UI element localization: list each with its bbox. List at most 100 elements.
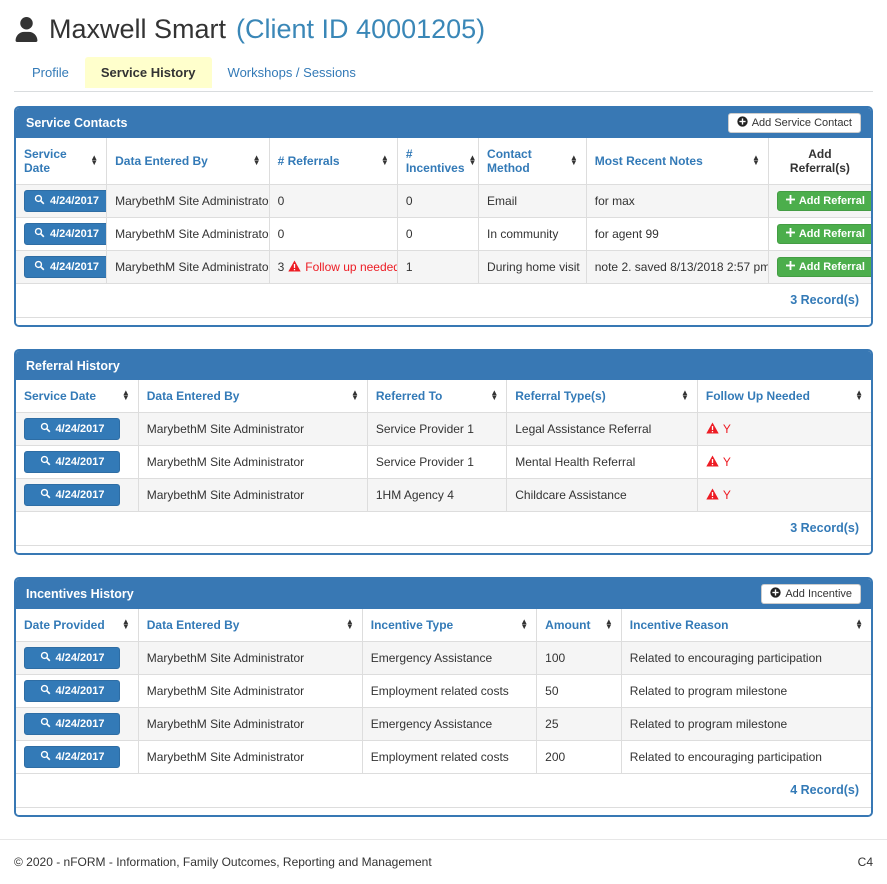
user-icon <box>14 17 39 42</box>
incentive-reason-cell: Related to program milestone <box>621 707 871 741</box>
sort-arrows-icon: ▲ ▼ <box>855 388 863 402</box>
view-service-contact-button[interactable]: 4/24/2017 <box>24 223 106 245</box>
notes-cell: for max <box>586 184 769 218</box>
incentives-history-title: Incentives History <box>26 587 134 601</box>
magnifier-icon <box>40 488 51 502</box>
table-row: 4/24/2017 MarybethM Site Administrator 0… <box>16 184 871 218</box>
panel-footer <box>16 317 871 325</box>
entered-by-cell: MarybethM Site Administrator <box>138 445 368 479</box>
add-referral-button[interactable]: Add Referral <box>776 257 871 277</box>
table-row: 4/24/2017 MarybethM Site Administrator 1… <box>16 478 871 512</box>
add-service-contact-button[interactable]: Add Service Contact <box>727 113 861 133</box>
incentive-type-cell: Employment related costs <box>362 674 538 708</box>
service-contacts-panel: Service Contacts Add Service Contact Ser… <box>14 106 873 327</box>
add-incentive-button[interactable]: Add Incentive <box>761 584 861 604</box>
referred-to-cell: Service Provider 1 <box>367 445 508 479</box>
view-service-contact-button[interactable]: 4/24/2017 <box>24 190 106 212</box>
sort-arrows-icon: ▲ ▼ <box>490 388 499 402</box>
view-service-contact-button[interactable]: 4/24/2017 <box>24 256 106 278</box>
plus-circle-icon <box>770 587 781 601</box>
add-referral-button[interactable]: Add Referral <box>776 224 871 244</box>
warning-triangle-icon <box>288 259 301 275</box>
amount-cell: 100 <box>536 641 622 675</box>
plus-circle-icon <box>737 116 748 130</box>
sort-arrows-icon: ▲ ▼ <box>345 617 354 631</box>
plus-icon <box>785 195 795 207</box>
incentives-cell: 0 <box>397 217 480 251</box>
column-header-referral-types[interactable]: Referral Type(s) ▲ ▼ <box>506 380 698 413</box>
column-header-date-provided[interactable]: Date Provided ▲ ▼ <box>16 609 139 642</box>
view-referral-button[interactable]: 4/24/2017 <box>24 451 120 473</box>
tabs-divider <box>14 91 873 92</box>
column-header-referrals[interactable]: # Referrals ▲ ▼ <box>269 138 398 185</box>
entered-by-cell: MarybethM Site Administrator <box>106 217 270 251</box>
table-row: 4/24/2017 MarybethM Site Administrator 0… <box>16 217 871 251</box>
entered-by-cell: MarybethM Site Administrator <box>138 740 363 774</box>
warning-triangle-icon <box>706 454 719 470</box>
column-header-service-date[interactable]: Service Date ▲ ▼ <box>16 380 139 413</box>
incentive-type-cell: Emergency Assistance <box>362 641 538 675</box>
view-incentive-button[interactable]: 4/24/2017 <box>24 746 120 768</box>
entered-by-cell: MarybethM Site Administrator <box>138 641 363 675</box>
entered-by-cell: MarybethM Site Administrator <box>106 184 270 218</box>
view-incentive-button[interactable]: 4/24/2017 <box>24 680 120 702</box>
service-contacts-title: Service Contacts <box>26 116 128 130</box>
view-incentive-button[interactable]: 4/24/2017 <box>24 647 120 669</box>
view-referral-button[interactable]: 4/24/2017 <box>24 418 120 440</box>
warning-triangle-icon <box>706 421 719 437</box>
table-row: 4/24/2017 MarybethM Site Administrator E… <box>16 641 871 675</box>
column-header-most-recent-notes[interactable]: Most Recent Notes ▲ ▼ <box>586 138 769 185</box>
table-row: 4/24/2017 MarybethM Site Administrator E… <box>16 740 871 774</box>
referrals-cell: 0 <box>269 217 398 251</box>
tab-workshops-sessions[interactable]: Workshops / Sessions <box>227 65 356 80</box>
column-header-incentive-type[interactable]: Incentive Type ▲ ▼ <box>362 609 538 642</box>
column-header-follow-up-needed[interactable]: Follow Up Needed ▲ ▼ <box>697 380 871 413</box>
column-header-service-date[interactable]: Service Date ▲ ▼ <box>16 138 108 185</box>
follow-up-flag: Follow up needed <box>305 260 398 274</box>
page-title: Maxwell Smart (Client ID 40001205) <box>14 14 873 45</box>
sort-arrows-icon: ▲ ▼ <box>350 388 359 402</box>
panel-footer <box>16 545 871 553</box>
column-header-add-referrals: Add Referral(s) <box>768 138 871 185</box>
record-count: 4 Record(s) <box>16 774 871 807</box>
page-container: Maxwell Smart (Client ID 40001205) Profi… <box>14 14 873 817</box>
column-header-referred-to[interactable]: Referred To ▲ ▼ <box>367 380 508 413</box>
incentives-cell: 1 <box>397 250 480 284</box>
table-row: 4/24/2017 MarybethM Site Administrator S… <box>16 412 871 446</box>
record-count: 3 Record(s) <box>16 512 871 545</box>
service-contacts-table: Service Date ▲ ▼ Data Entered By ▲ ▼ # Refer… <box>16 138 871 284</box>
page-footer: © 2020 - nFORM - Information, Family Out… <box>0 840 887 884</box>
contact-method-cell: During home visit <box>478 250 587 284</box>
referrals-cell: 3 Follow up needed <box>269 250 398 284</box>
sort-arrows-icon: ▲ ▼ <box>680 388 689 402</box>
incentive-type-cell: Emergency Assistance <box>362 707 538 741</box>
column-header-data-entered-by[interactable]: Data Entered By ▲ ▼ <box>138 380 368 413</box>
plus-icon <box>785 228 795 240</box>
add-referral-button[interactable]: Add Referral <box>776 191 871 211</box>
sort-arrows-icon: ▲ ▼ <box>604 617 613 631</box>
column-header-data-entered-by[interactable]: Data Entered By ▲ ▼ <box>138 609 363 642</box>
column-header-amount[interactable]: Amount ▲ ▼ <box>536 609 622 642</box>
column-header-incentive-reason[interactable]: Incentive Reason ▲ ▼ <box>621 609 871 642</box>
column-header-incentives[interactable]: # Incentives ▲ ▼ <box>397 138 480 185</box>
entered-by-cell: MarybethM Site Administrator <box>106 250 270 284</box>
incentives-history-header: Incentives History Add Incentive <box>16 579 871 609</box>
referral-history-panel: Referral History Service Date ▲ ▼ Data Ent… <box>14 349 873 555</box>
client-id: (Client ID 40001205) <box>236 14 486 44</box>
contact-method-cell: In community <box>478 217 587 251</box>
entered-by-cell: MarybethM Site Administrator <box>138 707 363 741</box>
view-incentive-button[interactable]: 4/24/2017 <box>24 713 120 735</box>
tab-service-history[interactable]: Service History <box>84 57 212 88</box>
column-header-contact-method[interactable]: Contact Method ▲ ▼ <box>478 138 587 185</box>
magnifier-icon <box>34 194 45 208</box>
incentive-type-cell: Employment related costs <box>362 740 538 774</box>
column-header-data-entered-by[interactable]: Data Entered By ▲ ▼ <box>106 138 270 185</box>
notes-cell: for agent 99 <box>586 217 769 251</box>
sort-arrows-icon: ▲ ▼ <box>121 617 130 631</box>
incentives-history-table: Date Provided ▲ ▼ Data Entered By ▲ ▼ Incent… <box>16 609 871 774</box>
tab-profile[interactable]: Profile <box>32 65 69 80</box>
incentive-reason-cell: Related to program milestone <box>621 674 871 708</box>
referral-history-table: Service Date ▲ ▼ Data Entered By ▲ ▼ Referre… <box>16 380 871 512</box>
view-referral-button[interactable]: 4/24/2017 <box>24 484 120 506</box>
follow-up-cell: Y <box>697 445 871 479</box>
